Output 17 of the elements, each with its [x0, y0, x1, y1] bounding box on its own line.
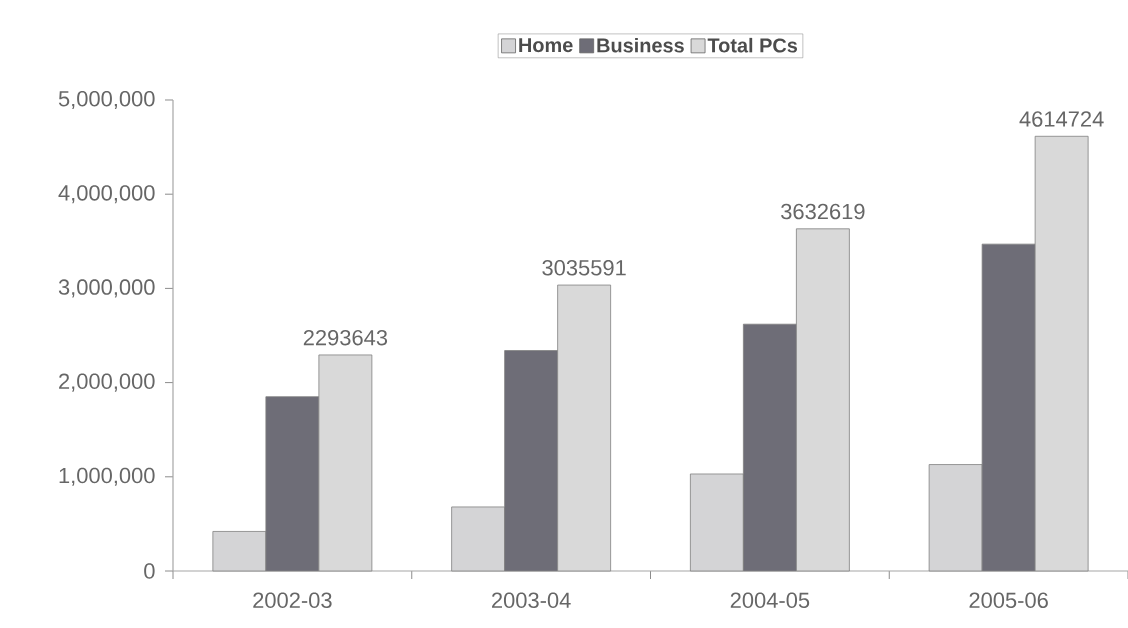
x-tick-label: 2003-04 — [492, 592, 571, 609]
data-label: 2293643 — [303, 329, 388, 346]
y-tick-label: 3,000,000 — [58, 279, 155, 298]
data-label: 3632619 — [781, 203, 865, 220]
x-tick-label: 2005-06 — [969, 592, 1048, 609]
legend-label: Home — [519, 38, 573, 53]
y-tick-label: 2,000,000 — [59, 373, 155, 392]
y-tick-label: 4,000,000 — [58, 185, 155, 204]
x-tick-label: 2004-05 — [730, 592, 810, 609]
y-tick-label: 0 — [144, 563, 155, 579]
x-tick-label: 2002-03 — [253, 592, 332, 609]
y-tick-label: 5,000,000 — [58, 90, 155, 110]
data-label: 4614724 — [1019, 111, 1104, 127]
legend-label: Total PCs — [707, 37, 798, 53]
y-tick-label: 1,000,000 — [59, 467, 155, 486]
data-label: 3035591 — [542, 260, 626, 276]
legend-label: Business — [597, 37, 684, 53]
